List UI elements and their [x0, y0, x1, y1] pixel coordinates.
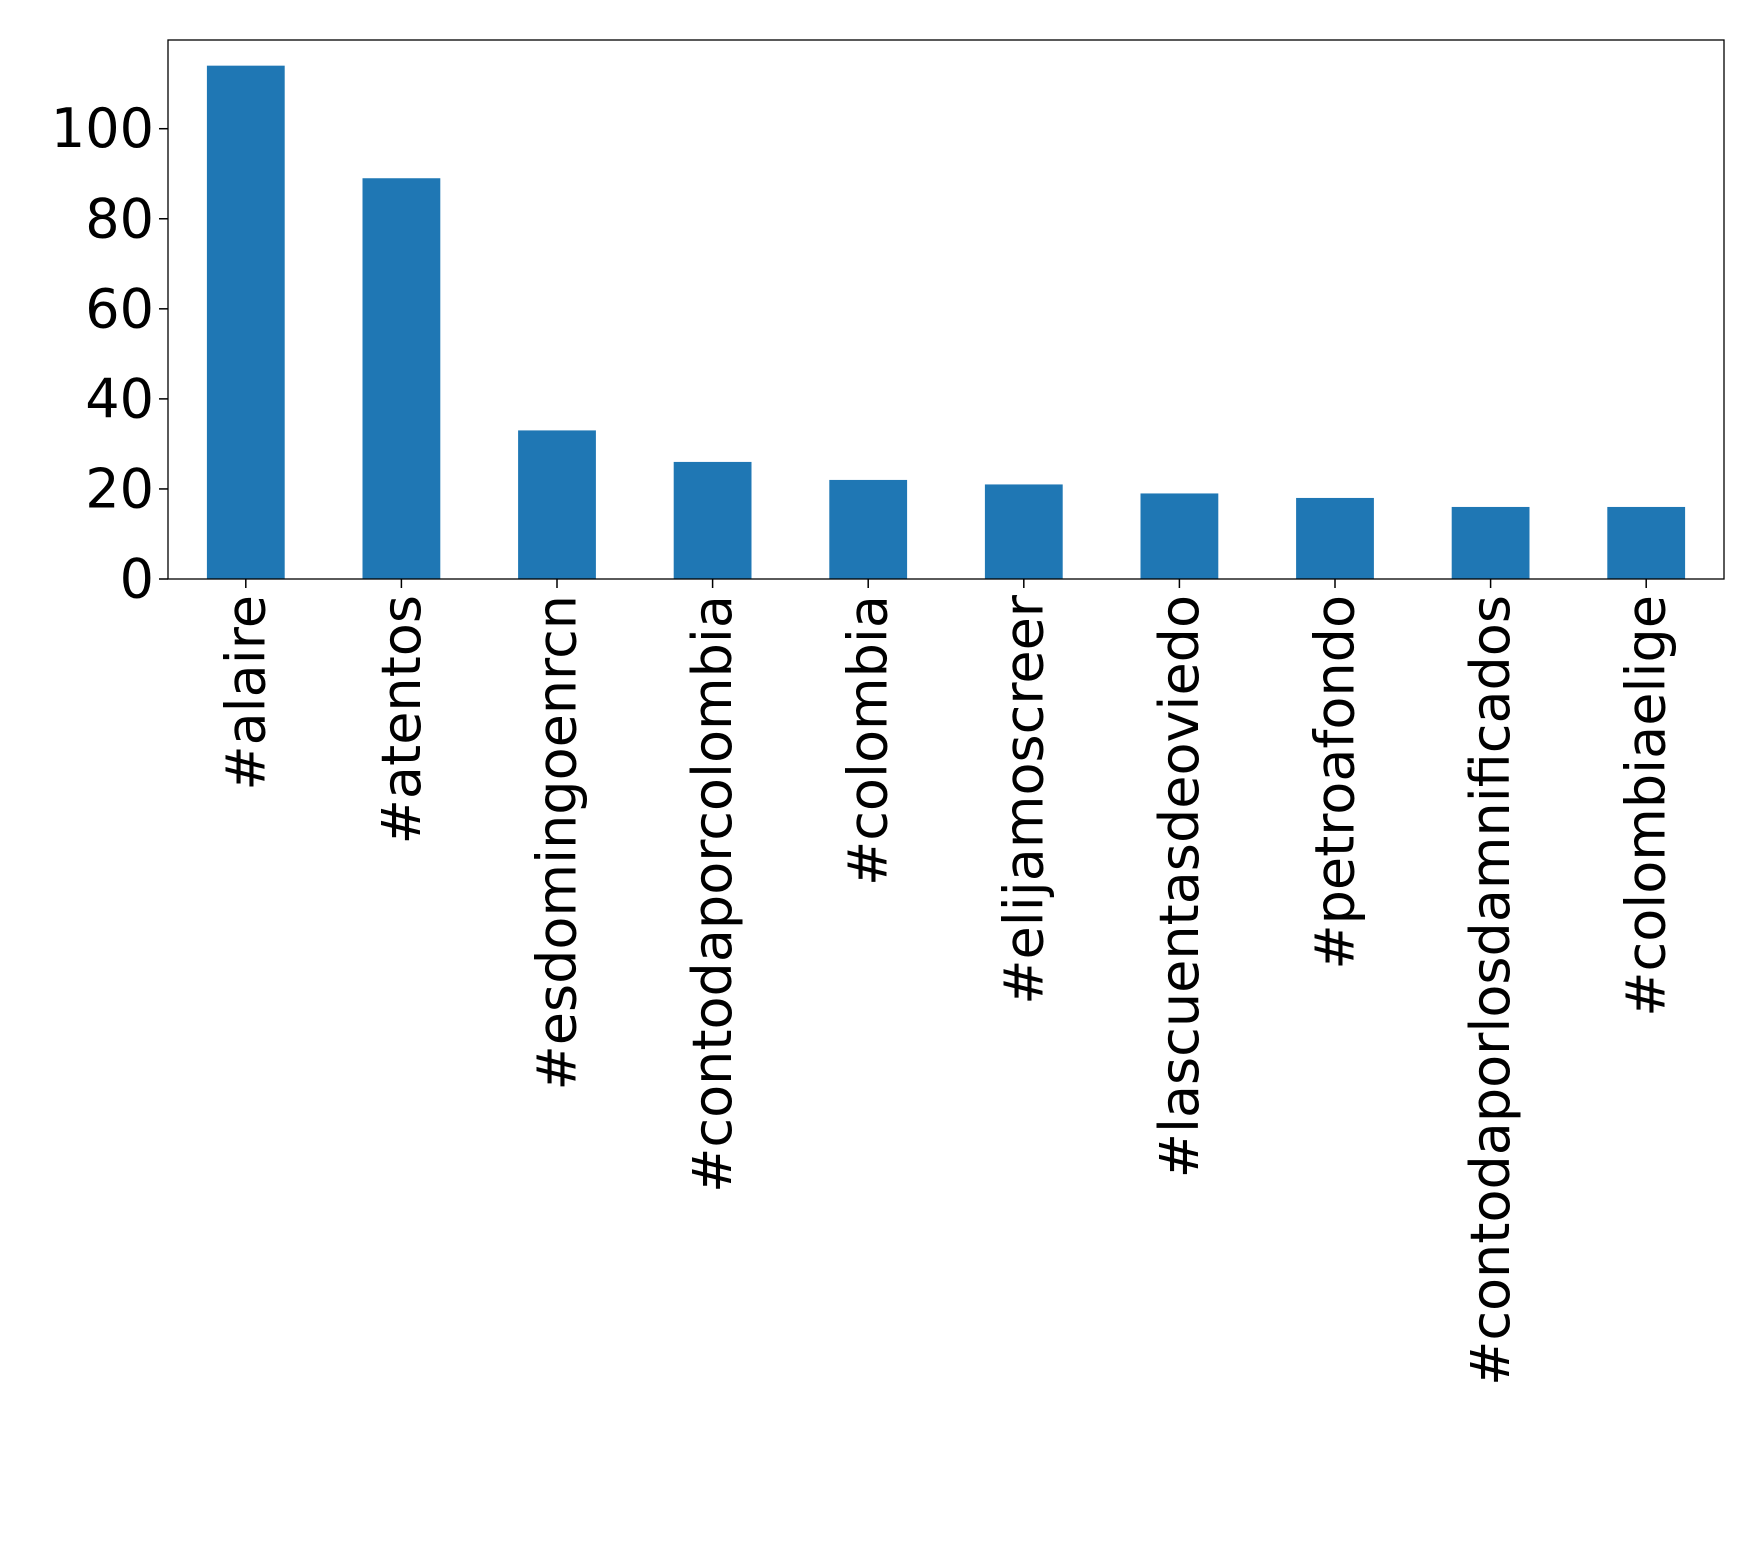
plot-frame: [167, 39, 1725, 580]
x-tick-label: #elijamoscreer: [992, 594, 1055, 1004]
x-tick-label: #contodaporlosdamnificados: [1459, 595, 1522, 1386]
bar-esdomingoenrcn: [518, 430, 596, 579]
bar-atentos: [362, 178, 441, 580]
y-axis-ticks: 0 20 40 60 80 100: [51, 97, 168, 611]
bars-layer: [206, 65, 1686, 580]
x-tick-label: #colombia: [837, 595, 900, 886]
x-tick-label: #esdomingoenrcn: [526, 595, 589, 1090]
bar-elijamoscreer: [984, 484, 1063, 579]
bar-contodaporcolombia: [673, 461, 752, 579]
bar-petroafondo: [1296, 497, 1374, 579]
y-tick-label: 80: [85, 187, 154, 250]
x-tick-label: #contodaporcolombia: [681, 595, 744, 1193]
y-tick-label: 0: [120, 548, 154, 611]
x-tick-label: #lascuentasdeoviedo: [1148, 595, 1211, 1178]
y-tick-label: 100: [51, 97, 154, 160]
x-axis-ticks: #alaire #atentos #esdomingoenrcn #contodapo…: [214, 579, 1678, 1386]
bar-colombia: [829, 479, 908, 579]
y-tick-label: 40: [85, 367, 154, 430]
bar-colombiaelige: [1607, 506, 1686, 579]
x-tick-label: #colombiaelige: [1615, 595, 1678, 1017]
bar-contodaporlosdamnificados: [1451, 506, 1530, 579]
x-tick-label: #petroafondo: [1304, 595, 1367, 970]
bar-lascuentasdeoviedo: [1140, 493, 1219, 579]
bar-alaire: [206, 65, 285, 579]
x-tick-label: #atentos: [370, 595, 433, 844]
x-tick-label: #alaire: [214, 595, 277, 791]
y-tick-label: 60: [85, 277, 154, 340]
y-tick-label: 20: [85, 457, 154, 520]
